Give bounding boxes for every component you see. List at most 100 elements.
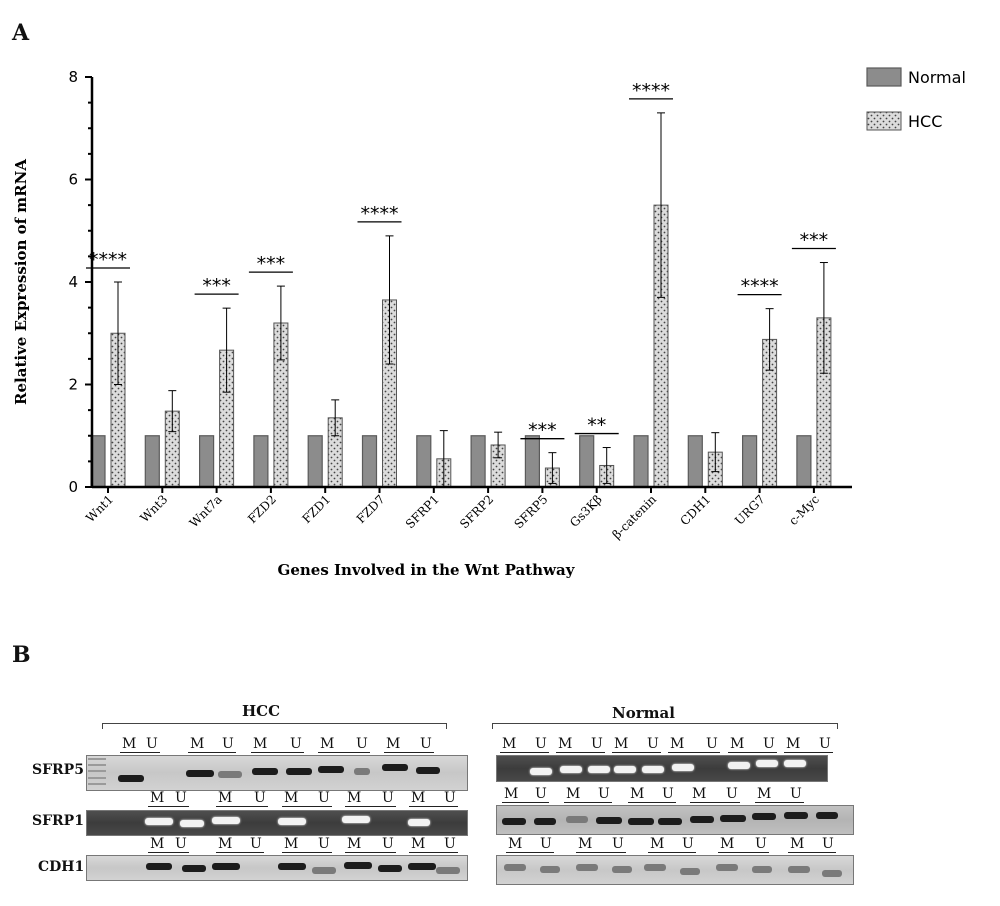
ladder-band-0 [88,758,106,760]
normal-sfrp5-band-4 [642,766,664,773]
normal-sfrp1-lane-u-4: U [790,786,802,802]
bar-normal-13 [796,435,812,488]
sig-label-5: **** [361,203,399,225]
normal-cdh1-lane-m-1: M [578,836,593,852]
normal-cdh1-band-4 [644,864,666,871]
normal-sfrp5-lane-u-2: U [647,736,659,752]
normal-sfrp5-lane-line-2 [612,752,661,753]
y-tick-label-4: 4 [68,273,78,291]
hcc-cdh1-lane-u-3: U [382,836,394,852]
hcc-cdh1-band-6 [378,865,402,872]
hcc-sfrp5-band-2 [218,771,242,778]
normal-sfrp1-band-9 [784,812,808,819]
bar-normal-2 [199,435,215,488]
y-tick-label-2: 2 [68,376,78,394]
normal-cdh1-band-9 [822,870,842,877]
normal-sfrp5-lane-u-4: U [763,736,775,752]
ladder-band-4 [88,783,106,785]
normal-sfrp5-band-2 [588,766,610,773]
hcc-sfrp1-lane-line-0 [148,806,189,807]
normal-sfrp1-band-2 [566,816,588,823]
sig-label-0: **** [89,249,127,271]
normal-sfrp5-lane-line-5 [784,752,833,753]
hcc-sfrp5-lane-line-3 [318,752,370,753]
normal-sfrp5-lane-u-3: U [706,736,718,752]
hcc-sfrp5-band-7 [382,764,408,771]
normal-sfrp5-lane-u-0: U [535,736,547,752]
hcc-cdh1-band-5 [344,862,372,869]
sig-label-3: *** [257,253,286,275]
hcc-sfrp1-lane-u-0: U [175,790,187,806]
hcc-sfrp5-lane-line-0 [120,752,160,753]
normal-sfrp1-band-5 [658,818,682,825]
sig-label-2: *** [202,275,231,297]
y-axis-title: Relative Expression of mRNA [12,159,30,405]
hcc-cdh1-lane-line-1 [216,852,264,853]
hcc-cdh1-band-4 [312,867,336,874]
normal-sfrp1-lane-line-4 [755,802,804,803]
normal-sfrp5-band-6 [728,762,750,769]
hcc-sfrp1-lane-line-3 [345,806,396,807]
hcc-sfrp1-band-5 [408,819,430,826]
hcc-sfrp5-band-3 [252,768,278,775]
chart-axes: Wnt1 Wnt3 Wnt7a FZD2 FZD1 FZD7 SFRP1 SFRP2 SFRP5… [68,68,852,542]
hcc-cdh1-lane-line-3 [345,852,396,853]
hcc-sfrp5-band-8 [416,767,440,774]
normal-cdh1-lane-line-4 [788,852,836,853]
gel-normal-bracket [492,723,838,729]
normal-sfrp5-band-7 [756,760,778,767]
bar-chart: Wnt1 Wnt3 Wnt7a FZD2 FZD1 FZD7 SFRP1 SFRP2 SFRP5… [12,67,966,579]
hcc-sfrp5-lane-m-3: M [320,736,335,752]
gel-row-sfrp5: SFRP5 [32,762,84,778]
normal-sfrp1-lane-line-3 [690,802,740,803]
normal-sfrp5-lane-m-3: M [670,736,685,752]
hcc-sfrp5-lane-m-4: M [386,736,401,752]
bar-normal-5 [361,435,378,488]
y-tick-label-0: 0 [68,478,78,496]
hcc-sfrp1-band-4 [342,816,370,823]
gel-hcc-bracket [102,723,447,729]
panel-a-label: A [12,20,30,46]
hcc-sfrp1-lane-u-3: U [382,790,394,806]
normal-sfrp1-lane-m-4: M [757,786,772,802]
normal-sfrp5-lane-m-2: M [614,736,629,752]
hcc-cdh1-lane-u-0: U [175,836,187,852]
legend-label-hcc: HCC [908,112,942,131]
x-tick-label-1: Wnt3 [138,492,171,525]
panel-b-label: B [12,642,31,668]
x-tick-label-4: FZD1 [299,492,333,526]
normal-sfrp1-lane-u-2: U [662,786,674,802]
normal-sfrp1-lane-line-1 [564,802,612,803]
hcc-sfrp1-band-1 [180,820,204,827]
normal-sfrp5-lane-u-5: U [819,736,831,752]
normal-cdh1-lane-line-2 [648,852,696,853]
chart-legend: Normal HCC [866,67,966,131]
normal-sfrp1-band-4 [628,818,654,825]
normal-cdh1-lane-u-0: U [540,836,552,852]
y-tick-label-8: 8 [68,68,78,86]
hcc-sfrp5-band-0 [118,775,144,782]
hcc-sfrp1-band-0 [145,818,173,825]
hcc-cdh1-band-1 [182,865,206,872]
normal-sfrp5-lane-m-0: M [502,736,517,752]
hcc-sfrp5-band-6 [354,768,370,775]
sig-label-8: *** [528,420,557,442]
normal-sfrp1-band-8 [752,813,776,820]
normal-sfrp5-lane-m-1: M [558,736,573,752]
sig-label-9: ** [587,415,606,437]
hcc-sfrp1-lane-m-4: M [411,790,426,806]
bar-normal-10 [633,435,649,488]
y-tick-label-6: 6 [68,171,78,189]
hcc-sfrp5-lane-m-0: M [122,736,137,752]
normal-sfrp1-lane-line-0 [502,802,549,803]
x-tick-label-2: Wnt7a [187,492,225,530]
hcc-sfrp5-lane-line-2 [251,752,304,753]
normal-cdh1-lane-line-3 [718,852,769,853]
normal-cdh1-band-8 [788,866,810,873]
gel-normal-label: Normal [612,704,675,722]
normal-sfrp5-lane-line-3 [668,752,720,753]
normal-sfrp5-lane-line-0 [500,752,549,753]
bar-normal-6 [416,435,432,488]
sig-label-12: **** [741,276,779,298]
hcc-sfrp1-lane-m-2: M [284,790,299,806]
